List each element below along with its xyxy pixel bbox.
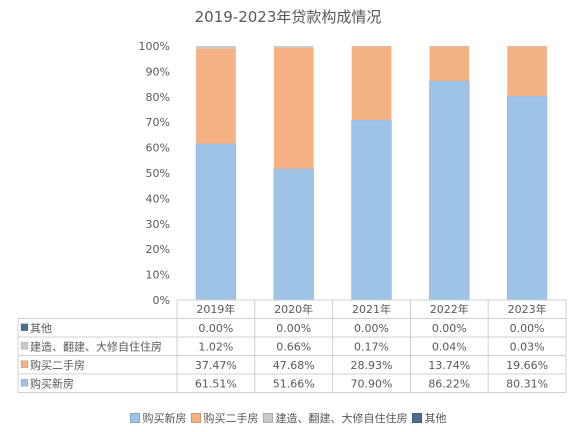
table-cell-value: 0.00%	[354, 322, 389, 335]
table-cell-value: 47.68%	[273, 359, 315, 372]
y-tick-label: 40%	[146, 192, 170, 205]
bar-segment	[195, 143, 237, 301]
table-series-name: 购买新房	[30, 376, 74, 390]
legend-item: 购买二手房	[190, 410, 259, 426]
legend-label: 购买新房	[142, 412, 187, 425]
table-cell-value: 0.66%	[276, 340, 311, 353]
table-cell-value: 0.00%	[510, 322, 545, 335]
legend-label: 其他	[424, 412, 447, 425]
table-cell-value: 70.90%	[351, 377, 393, 390]
y-tick-label: 90%	[146, 65, 170, 78]
bar-segment	[196, 48, 236, 144]
table-cell-value: 1.02%	[198, 340, 233, 353]
table-series-name: 其他	[30, 322, 52, 335]
bar-segment	[351, 119, 392, 301]
table-series-swatch	[20, 323, 29, 332]
bar-segment	[506, 95, 548, 301]
legend-item: 其他	[411, 410, 447, 426]
legend-swatch	[262, 413, 273, 423]
bar-segment	[273, 46, 314, 48]
table-cell-value: 0.17%	[354, 340, 389, 353]
table-cell-value: 13.74%	[428, 359, 470, 372]
x-category-label: 2020年	[274, 302, 313, 316]
chart-legend: 购买新房 购买二手房 建造、翻建、大修自住住房 其他	[0, 410, 576, 426]
y-tick-label: 60%	[146, 142, 170, 155]
legend-label: 建造、翻建、大修自住住房	[275, 412, 408, 425]
bar-segment	[429, 46, 470, 82]
y-tick-label: 20%	[146, 243, 170, 256]
table-cell-value: 0.00%	[198, 322, 233, 335]
legend-swatch	[129, 413, 140, 423]
bar-segment	[273, 168, 314, 301]
bar-segment	[351, 46, 392, 120]
legend-swatch	[411, 413, 422, 423]
bar-segment	[429, 80, 470, 301]
x-category-label: 2019年	[196, 302, 235, 316]
table-cell-value: 0.00%	[276, 322, 311, 335]
table-cell-value: 0.04%	[432, 340, 467, 353]
y-tick-label: 80%	[146, 91, 170, 104]
legend-item: 购买新房	[129, 410, 187, 426]
x-category-label: 2022年	[430, 302, 469, 316]
y-tick-label: 0%	[153, 294, 170, 307]
y-tick-label: 100%	[139, 40, 170, 53]
bar-segment	[273, 47, 314, 169]
bar-segment	[507, 46, 547, 97]
x-category-label: 2021年	[352, 302, 391, 316]
table-series-swatch	[20, 360, 29, 369]
table-cell-value: 61.51%	[195, 377, 237, 390]
bar-segment	[351, 46, 392, 47]
y-tick-label: 30%	[146, 218, 170, 231]
y-tick-label: 10%	[146, 269, 170, 282]
table-cell-value: 28.93%	[351, 359, 393, 372]
table-series-name: 建造、翻建、大修自住住房	[30, 339, 162, 353]
bar-segment	[196, 46, 236, 49]
table-series-name: 购买二手房	[30, 358, 85, 372]
bar-segment	[429, 46, 470, 47]
table-cell-value: 0.00%	[432, 322, 467, 335]
x-category-label: 2023年	[508, 302, 547, 316]
table-series-swatch	[20, 341, 29, 350]
table-cell-value: 37.47%	[195, 359, 237, 372]
table-cell-value: 80.31%	[506, 377, 548, 390]
y-tick-label: 70%	[146, 116, 170, 129]
chart-title: 2019-2023年贷款构成情况	[194, 8, 382, 26]
table-cell-value: 86.22%	[428, 377, 470, 390]
y-tick-label: 50%	[146, 167, 170, 180]
legend-swatch	[190, 413, 201, 423]
table-cell-value: 51.66%	[273, 377, 315, 390]
legend-label: 购买二手房	[203, 412, 259, 425]
legend-item: 建造、翻建、大修自住住房	[262, 410, 408, 426]
table-cell-value: 0.03%	[510, 340, 545, 353]
table-cell-value: 19.66%	[506, 359, 548, 372]
bar-segment	[507, 46, 547, 47]
table-series-swatch	[20, 378, 29, 387]
